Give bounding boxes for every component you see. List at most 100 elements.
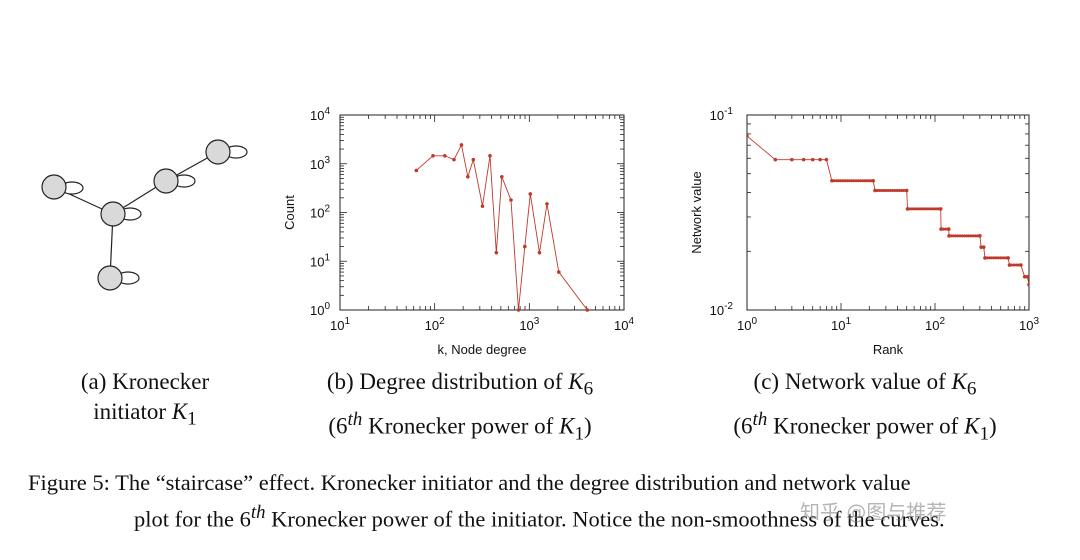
data-point	[801, 157, 806, 162]
x-tick-label: 100	[737, 316, 757, 333]
graph-node	[153, 168, 179, 194]
x-tick-label: 103	[1019, 316, 1039, 333]
data-point	[954, 234, 958, 238]
x-tick-label: 102	[425, 316, 445, 333]
data-point	[960, 234, 964, 238]
data-point	[516, 308, 521, 312]
data-point	[523, 244, 527, 249]
data-point	[939, 207, 943, 211]
data-point	[1003, 256, 1007, 260]
data-point	[880, 189, 884, 193]
data-point	[884, 189, 888, 193]
data-point	[979, 245, 983, 249]
caption-a: (a) Kronecker initiator K1	[30, 367, 260, 435]
data-point	[858, 179, 862, 183]
y-tick-label: 102	[310, 204, 330, 221]
caption-a-line1: (a) Kronecker	[80, 369, 210, 394]
data-point	[861, 179, 865, 183]
data-point	[1018, 263, 1022, 267]
data-point	[790, 157, 794, 162]
data-point	[537, 250, 542, 255]
y-tick-label: 101	[310, 252, 330, 269]
data-point	[1025, 275, 1029, 279]
data-point	[906, 207, 910, 211]
data-point	[494, 250, 499, 255]
data-point	[978, 234, 982, 238]
data-point	[992, 256, 996, 260]
caption-a-line2: initiator K1	[93, 399, 197, 430]
data-point	[836, 179, 840, 183]
data-point	[845, 179, 849, 183]
x-tick-label: 102	[925, 316, 945, 333]
data-point	[951, 234, 955, 238]
y-tick-label: 100	[310, 301, 330, 318]
x-axis-label: k, Node degree	[438, 342, 527, 357]
data-point	[912, 207, 916, 211]
data-point	[969, 234, 973, 238]
data-point	[847, 179, 851, 183]
data-point	[946, 227, 950, 231]
caption-b: (b) Degree distribution of K6 (6th Krone…	[290, 367, 630, 449]
data-point	[936, 207, 940, 211]
data-point	[466, 174, 470, 179]
x-tick-label: 101	[831, 316, 851, 333]
data-point	[1007, 263, 1011, 267]
graph-node	[41, 174, 67, 200]
data-point	[747, 134, 749, 138]
data-point	[939, 227, 943, 231]
data-point	[852, 179, 856, 183]
data-point	[585, 308, 590, 312]
data-point	[934, 207, 938, 211]
data-point	[941, 227, 945, 231]
data-point	[990, 256, 994, 260]
y-tick-label: 103	[310, 155, 330, 172]
data-point	[891, 189, 895, 193]
data-point	[832, 179, 836, 183]
data-point	[810, 157, 815, 162]
data-point	[904, 189, 908, 193]
caption-b-line1: (b) Degree distribution of K6	[326, 369, 594, 400]
watermark: 知乎 @图与推荐	[800, 500, 947, 524]
figure-caption: Figure 5: The “staircase” effect. Kronec…	[28, 468, 1058, 535]
data-point	[888, 189, 892, 193]
data-point	[932, 207, 936, 211]
data-point	[921, 207, 925, 211]
data-point	[902, 189, 906, 193]
data-point	[431, 153, 435, 158]
data-point	[930, 207, 934, 211]
data-point	[869, 179, 873, 183]
data-point	[830, 179, 834, 183]
graph-node	[97, 265, 123, 291]
data-point	[1027, 282, 1029, 287]
graph-node	[100, 201, 126, 227]
data-point	[923, 207, 927, 211]
data-point	[856, 179, 860, 183]
data-point	[899, 189, 903, 193]
y-tick-label: 10-2	[710, 301, 734, 318]
data-point	[886, 189, 890, 193]
data-point	[850, 179, 854, 183]
data-point	[500, 174, 504, 179]
data-point	[976, 234, 980, 238]
series-line	[747, 135, 1029, 285]
data-point	[863, 179, 867, 183]
data-point	[1005, 256, 1009, 260]
data-point	[488, 153, 492, 158]
data-point	[994, 256, 998, 260]
data-point	[981, 245, 985, 249]
figure-caption-line2: plot for the 6th Kronecker power of the …	[134, 502, 945, 532]
data-point	[877, 189, 881, 193]
data-point	[557, 270, 561, 274]
tick-marks	[746, 115, 1029, 311]
data-point	[897, 189, 901, 193]
plot-frame	[746, 114, 1030, 311]
data-point	[925, 207, 929, 211]
caption-c-line2: (6th Kronecker power of K1)	[733, 408, 997, 444]
data-point	[528, 192, 533, 196]
data-point	[471, 157, 476, 162]
data-point	[443, 153, 447, 158]
x-tick-label: 104	[614, 316, 634, 333]
data-point	[1001, 256, 1005, 260]
plot-frame	[339, 114, 625, 311]
